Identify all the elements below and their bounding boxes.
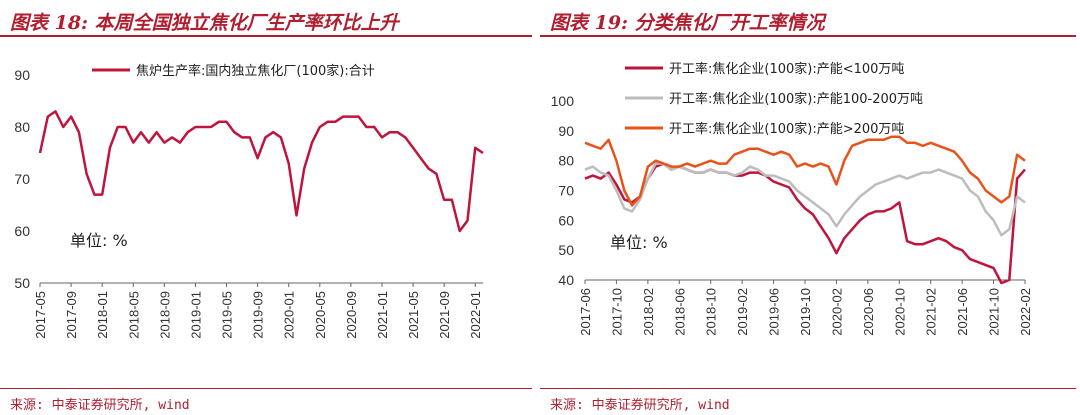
x-tick-label: 2019-02 [735, 288, 750, 336]
series-line [584, 162, 1026, 237]
x-tick-label: 2017-06 [578, 288, 593, 336]
x-tick-label: 2019-01 [188, 291, 203, 339]
line-chart-svg: 50 60 70 80 90 2017-05 2017-09 2018-01 2018-05 20… [14, 63, 484, 339]
x-tick-label: 2018-05 [126, 291, 141, 339]
series-line [584, 162, 1026, 285]
x-tick-label: 2021-09 [437, 291, 452, 339]
x-tick-label: 2021-10 [987, 288, 1002, 336]
series-line [584, 135, 1026, 207]
legend-label: 开工率:焦化企业(100家):产能100-200万吨 [669, 91, 923, 107]
legend-label: 开工率:焦化企业(100家):产能<100万吨 [669, 61, 904, 77]
x-tick-label: 2022-02 [1018, 288, 1033, 336]
legend-label: 焦炉生产率:国内独立焦化厂(100家):合计 [136, 63, 375, 79]
x-tick-label: 2018-10 [704, 288, 719, 336]
x-tick-label: 2021-01 [375, 291, 390, 339]
y-tick-label: 40 [558, 272, 574, 288]
y-tick-label: 90 [558, 123, 574, 139]
y-tick-label: 60 [14, 223, 30, 239]
source-note: 来源: 中泰证券研究所, wind [10, 398, 190, 413]
chart-panel-left: 图表 18: 本周全国独立焦化厂生产率环比上升 50 60 70 80 90 2017-0… [0, 0, 536, 415]
y-tick-label: 50 [558, 242, 574, 258]
x-tick-label: 2018-01 [95, 291, 110, 339]
x-tick-label: 2018-02 [641, 288, 656, 336]
y-tick-label: 50 [14, 275, 30, 291]
x-tick-label: 2019-09 [251, 291, 266, 339]
y-tick-label: 70 [14, 171, 30, 187]
series-line [38, 110, 484, 233]
x-tick-label: 2022-01 [468, 291, 483, 339]
x-tick-label: 2019-10 [798, 288, 813, 336]
x-tick-label: 2020-01 [282, 291, 297, 339]
x-tick-label: 2017-05 [33, 291, 48, 339]
x-tick-label: 2021-02 [924, 288, 939, 336]
y-tick-label: 80 [558, 153, 574, 169]
y-tick-label: 70 [558, 183, 574, 199]
x-tick-label: 2018-09 [157, 291, 172, 339]
source-note: 来源: 中泰证券研究所, wind [550, 398, 730, 413]
x-tick-label: 2021-06 [955, 288, 970, 336]
legend-label: 开工率:焦化企业(100家):产能>200万吨 [669, 121, 904, 137]
chart-title: 图表 19: 分类焦化厂开工率情况 [550, 12, 825, 34]
source-rule [0, 388, 532, 389]
chart-panel-right: 图表 19: 分类焦化厂开工率情况 40 50 60 70 80 90 100 2017-06… [540, 0, 1080, 415]
y-tick-label: 90 [14, 67, 30, 83]
title-rule [540, 35, 1076, 37]
x-tick-label: 2017-09 [64, 291, 79, 339]
chart-title: 图表 18: 本周全国独立焦化厂生产率环比上升 [10, 12, 399, 34]
x-tick-label: 2020-10 [892, 288, 907, 336]
source-rule [540, 388, 1076, 389]
x-tick-label: 2020-02 [829, 288, 844, 336]
x-tick-label: 2021-05 [406, 291, 421, 339]
x-tick-label: 2017-10 [609, 288, 624, 336]
y-tick-label: 100 [551, 93, 575, 109]
x-tick-label: 2019-06 [767, 288, 782, 336]
x-tick-label: 2020-06 [861, 288, 876, 336]
x-tick-label: 2020-05 [313, 291, 328, 339]
line-chart-svg: 40 50 60 70 80 90 100 2017-06 2017-10 2018-02 2018… [551, 61, 1033, 336]
unit-label: 单位: % [70, 231, 128, 250]
unit-label: 单位: % [610, 233, 668, 252]
x-tick-label: 2019-05 [220, 291, 235, 339]
y-tick-label: 80 [14, 119, 30, 135]
y-tick-label: 60 [558, 212, 574, 228]
x-tick-label: 2020-09 [344, 291, 359, 339]
x-tick-label: 2018-06 [672, 288, 687, 336]
title-rule [0, 35, 532, 37]
